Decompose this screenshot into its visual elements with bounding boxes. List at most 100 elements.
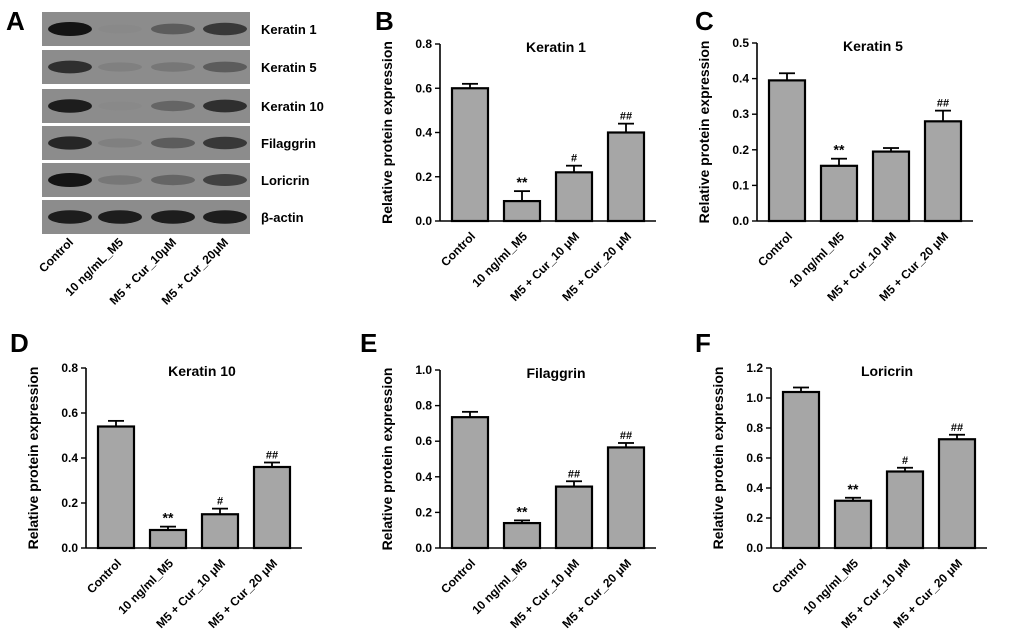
blot-band: [48, 99, 92, 113]
band-label: Loricrin: [261, 173, 309, 188]
significance-mark: ##: [620, 430, 632, 442]
bar: [885, 470, 925, 550]
bar: [937, 438, 977, 550]
blot-band: [203, 22, 247, 36]
blot-band: [98, 175, 142, 185]
blot-band: [98, 62, 142, 72]
significance-mark: ##: [937, 98, 949, 110]
blot-panel-label: A: [6, 6, 25, 36]
y-tick-label: 0.5: [732, 36, 749, 50]
chart-title: Filaggrin: [526, 365, 585, 381]
chart-title: Loricrin: [861, 363, 913, 379]
y-axis-label: Relative protein expression: [710, 367, 726, 550]
y-tick-label: 0.2: [746, 511, 763, 525]
y-tick-label: 0.6: [415, 434, 432, 448]
blot-band: [98, 210, 142, 224]
bar: [252, 465, 292, 550]
bar: [96, 425, 136, 550]
bar: [148, 528, 188, 550]
chart-loricrin: F Loricrin 0.0 0.2 0.4 0.6 0.8 1.0 1.2 Relative p…: [695, 328, 987, 631]
bar: [767, 79, 807, 223]
y-tick-label: 0.4: [732, 72, 749, 86]
y-tick-label: 0.0: [415, 541, 432, 555]
bar: [819, 164, 859, 223]
significance-mark: ##: [620, 111, 632, 123]
y-tick-label: 0.6: [746, 451, 763, 465]
blot-band: [151, 174, 195, 186]
significance-mark: #: [902, 455, 908, 467]
bar: [450, 87, 490, 223]
blot-band: [48, 210, 92, 224]
panel-label: E: [360, 328, 377, 358]
band-label: Keratin 1: [261, 22, 317, 37]
significance-mark: ##: [568, 468, 580, 480]
bar: [502, 521, 542, 550]
y-tick-label: 0.0: [732, 214, 749, 228]
band-label: Keratin 10: [261, 99, 324, 114]
y-tick-label: 1.2: [746, 361, 763, 375]
blot-band-labels: Keratin 1 Keratin 5 Keratin 10 Filaggrin Lor…: [261, 22, 324, 225]
blot-band: [98, 101, 142, 111]
chart-title: Keratin 5: [843, 38, 903, 54]
blot-band: [98, 24, 142, 34]
bar: [781, 390, 821, 550]
bar: [450, 416, 490, 550]
bar: [502, 199, 542, 223]
band-label: Filaggrin: [261, 136, 316, 151]
x-tick-label: Control: [755, 229, 795, 269]
x-tick-label: Control: [438, 229, 478, 269]
blot-band: [48, 22, 92, 36]
x-tick-label: Control: [438, 556, 478, 596]
significance-mark: #: [217, 496, 223, 508]
blot-band: [151, 23, 195, 35]
y-tick-label: 1.0: [415, 363, 432, 377]
y-tick-label: 0.4: [746, 481, 763, 495]
y-tick-label: 1.0: [746, 391, 763, 405]
x-tick-label: Control: [769, 556, 809, 596]
blot-band: [98, 138, 142, 148]
chart-keratin-1: B Keratin 1 0.0 0.2 0.4 0.6 0.8 Relative protei…: [375, 6, 656, 304]
bar: [200, 513, 240, 550]
panel-label: B: [375, 6, 394, 36]
significance-mark: **: [517, 503, 528, 519]
y-tick-label: 0.8: [61, 361, 78, 375]
blot-panel: A Keratin 1 Keratin 5 Keratin 10 Filaggrin L…: [6, 6, 324, 308]
bar: [606, 446, 646, 550]
y-tick-label: 0.2: [415, 505, 432, 519]
y-tick-label: 0.6: [61, 406, 78, 420]
chart-filaggrin: E Filaggrin 0.0 0.2 0.4 0.6 0.8 1.0 Relative pro…: [360, 328, 656, 631]
band-label: Keratin 5: [261, 60, 317, 75]
blot-band: [151, 100, 195, 112]
lane-label: Control: [36, 235, 76, 275]
chart-keratin-10: D Keratin 10 0.0 0.2 0.4 0.6 0.8 Relative prote…: [10, 328, 302, 631]
y-axis-label: Relative protein expression: [25, 367, 41, 550]
significance-mark: ##: [951, 422, 963, 434]
blot-band: [151, 210, 195, 224]
y-tick-label: 0.8: [746, 421, 763, 435]
y-tick-label: 0.3: [732, 107, 749, 121]
panel-label: F: [695, 328, 711, 358]
blot-band: [48, 173, 92, 187]
y-tick-label: 0.8: [415, 399, 432, 413]
bar: [554, 485, 594, 550]
blot-band: [151, 137, 195, 149]
bar: [554, 171, 594, 223]
blot-band: [203, 174, 247, 186]
y-tick-label: 0.8: [415, 37, 432, 51]
significance-mark: #: [571, 153, 577, 165]
bar: [833, 499, 873, 550]
blot-band: [203, 99, 247, 113]
panel-label: D: [10, 328, 29, 358]
band-label: β-actin: [261, 210, 304, 225]
significance-mark: **: [517, 174, 528, 190]
blot-band: [48, 60, 92, 74]
y-tick-label: 0.0: [415, 214, 432, 228]
blot-band: [203, 210, 247, 224]
y-tick-label: 0.0: [746, 541, 763, 555]
blot-band: [203, 61, 247, 73]
chart-keratin-5: C Keratin 5 0.0 0.1 0.2 0.3 0.4 0.5 Relative pro…: [695, 6, 973, 304]
bar: [871, 150, 911, 223]
y-tick-label: 0.0: [61, 541, 78, 555]
significance-mark: **: [163, 510, 174, 526]
y-axis-label: Relative protein expression: [379, 41, 395, 224]
